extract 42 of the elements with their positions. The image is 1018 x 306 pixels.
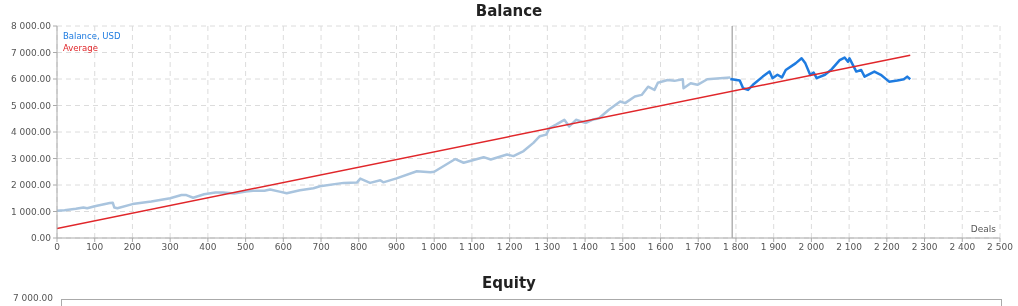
line-series [57,76,732,212]
x-tick-label: 1 800 [723,242,750,253]
y-tick-label: 3 000.00 [10,153,52,164]
x-tick-label: 1 200 [496,242,523,253]
x-tick-label: 2 000 [798,242,825,253]
y-tick-label: 1 000.00 [10,206,52,217]
x-tick-label: 2 200 [873,242,900,253]
x-tick-label: 800 [350,242,368,253]
x-tick-label: 1 300 [534,242,561,253]
x-tick-label: 400 [199,242,217,253]
x-tick-label: 1 900 [760,242,787,253]
x-tick-label: 200 [123,242,142,253]
x-tick-label: 300 [161,242,180,253]
x-axis-title: Deals [970,224,997,234]
x-tick-label: 2 300 [911,242,938,253]
y-tick-label: 5 000.00 [10,100,52,111]
x-tick-label: 900 [387,242,406,253]
x-tick-label: 700 [312,242,330,253]
text: Balance, USD [63,30,121,42]
x-tick-label: 0 [54,242,61,253]
x-tick-label: 1 500 [609,242,636,253]
x-tick-label: 1 100 [459,242,486,253]
y-tick-label: 7 000.00 [10,47,52,58]
y-tick-label: 6 000.00 [10,74,52,85]
y-tick-label: 4 000.00 [10,127,52,138]
x-tick-label: 1 700 [685,242,712,253]
x-tick-label: 1 000 [421,242,448,253]
x-tick-label: 100 [86,242,104,253]
x-tick-label: 2 400 [949,242,976,253]
x-tick-label: 500 [237,242,255,253]
x-tick-label: 1 600 [647,242,674,253]
text: Average [63,42,99,54]
y-tick-label: 8 000.00 [10,21,52,32]
x-tick-label: 2 100 [836,242,863,253]
x-tick-label: 600 [274,242,293,253]
x-tick-label: 1 400 [572,242,599,253]
x-tick-label: 2 500 [987,242,1014,253]
y-tick-label: 2 000.00 [10,180,52,191]
text: Equity [481,274,537,292]
chart-title: Balance [474,2,544,20]
line-series [729,56,912,92]
y-tick-label: 0.00 [30,233,52,244]
